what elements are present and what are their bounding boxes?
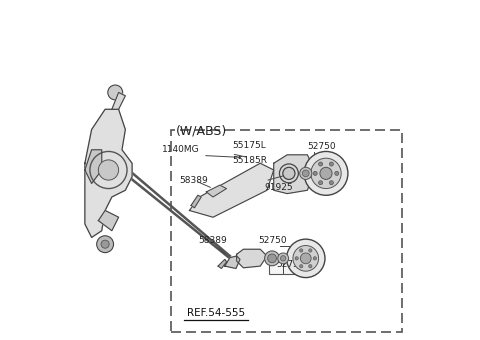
Circle shape <box>300 265 303 268</box>
Circle shape <box>335 171 339 175</box>
Circle shape <box>329 181 334 185</box>
Text: 55175L: 55175L <box>233 141 266 150</box>
Text: 58389: 58389 <box>199 236 228 245</box>
Circle shape <box>98 160 119 180</box>
Text: 1140MG: 1140MG <box>162 145 200 154</box>
Circle shape <box>268 254 276 263</box>
Text: 52750: 52750 <box>259 236 288 245</box>
Circle shape <box>302 170 309 177</box>
Circle shape <box>319 162 323 166</box>
Circle shape <box>309 265 312 268</box>
Circle shape <box>300 167 312 180</box>
Circle shape <box>320 167 332 180</box>
Text: 52752: 52752 <box>276 260 305 269</box>
Polygon shape <box>274 155 314 193</box>
Polygon shape <box>85 150 102 184</box>
Circle shape <box>264 251 279 266</box>
Text: 52752: 52752 <box>308 171 336 180</box>
Circle shape <box>329 162 334 166</box>
Polygon shape <box>98 210 119 231</box>
Text: 55185R: 55185R <box>233 156 267 165</box>
Polygon shape <box>191 195 201 208</box>
Text: 52750: 52750 <box>308 142 336 151</box>
Circle shape <box>304 151 348 195</box>
Circle shape <box>101 240 109 248</box>
Circle shape <box>108 85 123 100</box>
Text: (W/ABS): (W/ABS) <box>176 125 227 138</box>
Circle shape <box>313 257 316 260</box>
Polygon shape <box>225 256 240 269</box>
Circle shape <box>96 236 114 253</box>
Circle shape <box>280 256 286 261</box>
Text: 58389: 58389 <box>180 176 208 185</box>
Circle shape <box>300 253 311 264</box>
Polygon shape <box>85 109 132 237</box>
FancyBboxPatch shape <box>269 255 312 274</box>
Polygon shape <box>112 92 125 109</box>
Circle shape <box>283 167 295 180</box>
Text: 91925: 91925 <box>264 183 293 192</box>
Polygon shape <box>237 249 267 268</box>
Circle shape <box>300 249 303 252</box>
Polygon shape <box>218 259 227 269</box>
Circle shape <box>311 158 341 189</box>
Circle shape <box>287 239 325 277</box>
Text: REF.54-555: REF.54-555 <box>187 308 245 318</box>
Circle shape <box>319 181 323 185</box>
Circle shape <box>293 245 319 271</box>
Circle shape <box>309 249 312 252</box>
Circle shape <box>295 257 299 260</box>
Circle shape <box>313 171 317 175</box>
Polygon shape <box>206 185 227 197</box>
Polygon shape <box>190 163 274 217</box>
Circle shape <box>278 253 288 264</box>
